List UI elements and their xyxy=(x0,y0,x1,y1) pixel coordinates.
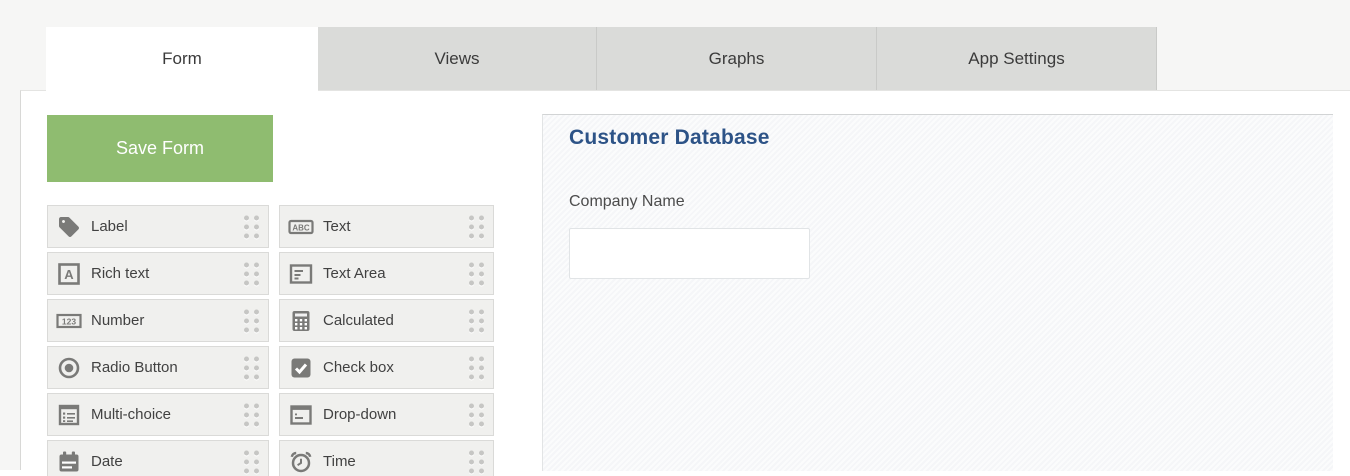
palette-item-radio-button[interactable]: Radio Button xyxy=(47,346,269,389)
field-label-company-name: Company Name xyxy=(569,193,685,210)
drag-handle-icon[interactable] xyxy=(244,403,259,426)
palette-item-text: Text xyxy=(323,218,351,235)
svg-text:A: A xyxy=(64,267,74,282)
calendar-icon xyxy=(56,449,82,475)
palette-item-date[interactable]: Date xyxy=(47,440,269,476)
palette-item-text: Check box xyxy=(323,359,394,376)
drag-handle-icon[interactable] xyxy=(469,403,484,426)
text-area-icon xyxy=(288,261,314,287)
svg-text:123: 123 xyxy=(62,316,76,326)
tag-icon xyxy=(56,214,82,240)
palette-item-text: Rich text xyxy=(91,265,150,282)
palette-item-rich-text[interactable]: A Rich text xyxy=(47,252,269,295)
alarm-clock-icon xyxy=(288,449,314,475)
tab-graphs[interactable]: Graphs xyxy=(597,27,877,90)
palette-item-text: Calculated xyxy=(323,312,394,329)
save-form-button[interactable]: Save Form xyxy=(47,115,273,182)
palette-item-text: Number xyxy=(91,312,145,329)
field-palette: Label ABC Text A Rich text xyxy=(47,205,494,476)
checkbox-icon xyxy=(288,355,314,381)
drag-handle-icon[interactable] xyxy=(244,309,259,332)
rich-text-icon: A xyxy=(56,261,82,287)
palette-item-text: Drop-down xyxy=(323,406,397,423)
drag-handle-icon[interactable] xyxy=(244,262,259,285)
palette-item-time[interactable]: Time xyxy=(279,440,494,476)
drag-handle-icon[interactable] xyxy=(469,450,484,473)
palette-item-number[interactable]: 123 Number xyxy=(47,299,269,342)
tab-bar: Form Views Graphs App Settings xyxy=(46,27,1157,91)
company-name-input[interactable] xyxy=(569,228,810,279)
drag-handle-icon[interactable] xyxy=(244,450,259,473)
drag-handle-icon[interactable] xyxy=(469,309,484,332)
drag-handle-icon[interactable] xyxy=(244,215,259,238)
number-123-icon: 123 xyxy=(56,308,82,334)
form-canvas: Customer Database Company Name xyxy=(542,114,1333,471)
palette-item-text: Radio Button xyxy=(91,359,178,376)
palette-item-drop-down[interactable]: Drop-down xyxy=(279,393,494,436)
palette-item-text-area[interactable]: Text Area xyxy=(279,252,494,295)
palette-item-text: Time xyxy=(323,453,356,470)
svg-text:ABC: ABC xyxy=(292,223,310,232)
form-title: Customer Database xyxy=(569,126,770,149)
form-builder-panel: Save Form Label ABC Text A Ri xyxy=(20,90,1350,476)
palette-item-text: Text Area xyxy=(323,265,386,282)
drag-handle-icon[interactable] xyxy=(469,215,484,238)
tab-form[interactable]: Form xyxy=(46,27,318,91)
multi-choice-icon xyxy=(56,402,82,428)
drop-down-icon xyxy=(288,402,314,428)
drag-handle-icon[interactable] xyxy=(469,356,484,379)
tab-app-settings[interactable]: App Settings xyxy=(877,27,1157,90)
palette-item-text: Date xyxy=(91,453,123,470)
radio-button-icon xyxy=(56,355,82,381)
page-background-left xyxy=(0,90,20,470)
palette-item-text[interactable]: ABC Text xyxy=(279,205,494,248)
palette-item-check-box[interactable]: Check box xyxy=(279,346,494,389)
palette-item-multi-choice[interactable]: Multi-choice xyxy=(47,393,269,436)
drag-handle-icon[interactable] xyxy=(469,262,484,285)
drag-handle-icon[interactable] xyxy=(244,356,259,379)
palette-item-calculated[interactable]: Calculated xyxy=(279,299,494,342)
palette-item-text: Label xyxy=(91,218,128,235)
palette-item-text: Multi-choice xyxy=(91,406,172,423)
abc-icon: ABC xyxy=(288,214,314,240)
tab-views[interactable]: Views xyxy=(318,27,597,90)
palette-item-label[interactable]: Label xyxy=(47,205,269,248)
calculator-icon xyxy=(288,308,314,334)
